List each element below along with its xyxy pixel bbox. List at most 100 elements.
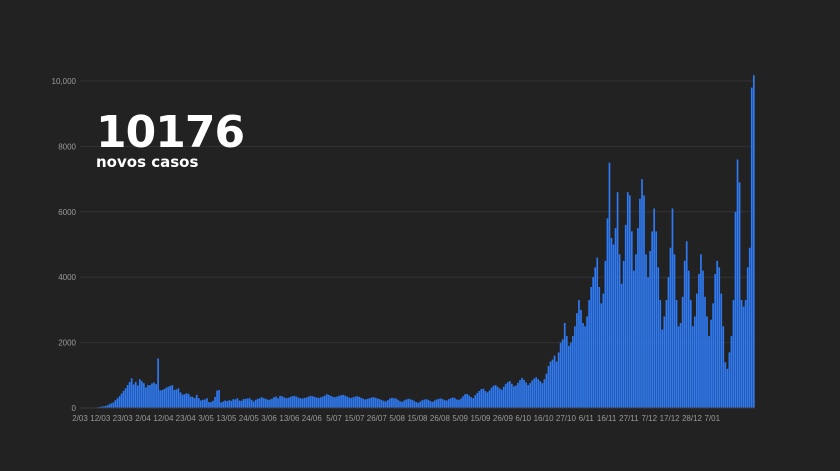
bar xyxy=(490,387,493,408)
bar xyxy=(199,400,202,408)
bar xyxy=(492,385,495,408)
bar xyxy=(417,402,420,408)
bar xyxy=(328,394,330,408)
bar xyxy=(671,208,674,408)
bar xyxy=(181,394,184,408)
bar xyxy=(317,397,320,408)
bar xyxy=(740,300,743,408)
bar xyxy=(326,394,328,408)
bar xyxy=(502,386,505,408)
bar xyxy=(311,396,314,408)
bar xyxy=(338,395,340,408)
bar xyxy=(535,377,538,408)
bar xyxy=(706,316,708,408)
bar xyxy=(529,383,531,408)
bar xyxy=(128,382,131,408)
bar xyxy=(285,398,288,408)
bar xyxy=(403,400,405,408)
bar xyxy=(527,385,529,408)
x-tick-label: 2/04 xyxy=(135,414,151,423)
bar xyxy=(543,379,546,408)
bar xyxy=(651,231,653,408)
bar xyxy=(576,313,578,408)
bar xyxy=(531,380,534,408)
bar xyxy=(445,400,448,408)
bar xyxy=(598,287,601,408)
headline-label: novos casos xyxy=(96,153,199,171)
bar xyxy=(565,336,568,408)
bar xyxy=(533,378,536,408)
bar xyxy=(600,303,603,408)
bar xyxy=(279,395,281,408)
bar xyxy=(561,339,564,408)
bar xyxy=(291,396,294,408)
x-tick-label: 24/06 xyxy=(302,414,323,423)
bar xyxy=(508,381,511,408)
y-tick-label: 2000 xyxy=(58,339,76,348)
bar xyxy=(472,398,475,408)
bar xyxy=(704,296,706,408)
bar xyxy=(746,267,749,408)
bar xyxy=(244,398,247,408)
bar xyxy=(478,391,481,408)
bar xyxy=(748,247,751,408)
bar xyxy=(569,342,572,408)
bar xyxy=(321,396,324,409)
bar xyxy=(330,395,332,408)
bar xyxy=(356,396,359,408)
bar xyxy=(663,316,666,408)
bar xyxy=(138,379,141,408)
bar xyxy=(655,231,658,408)
bar xyxy=(216,390,218,408)
bar xyxy=(730,336,733,408)
bar xyxy=(480,389,483,408)
bar xyxy=(523,379,525,408)
bar xyxy=(350,397,353,408)
x-tick-label: 12/03 xyxy=(90,414,111,423)
bar xyxy=(201,399,204,408)
bar xyxy=(358,396,361,408)
bar xyxy=(124,388,127,408)
bar xyxy=(346,396,349,409)
bar xyxy=(454,398,456,408)
bar xyxy=(240,400,243,408)
bar xyxy=(183,394,186,408)
bar xyxy=(732,300,735,408)
bar xyxy=(494,385,497,408)
bar xyxy=(521,377,523,408)
bar xyxy=(551,359,554,408)
bar xyxy=(112,402,115,408)
x-tick-label: 26/08 xyxy=(430,414,451,423)
bar xyxy=(220,402,222,408)
bar xyxy=(208,402,210,408)
bar xyxy=(366,398,369,408)
bar xyxy=(484,391,487,408)
x-tick-label: 7/12 xyxy=(642,414,658,423)
bar xyxy=(393,398,395,408)
bar xyxy=(506,382,509,408)
bar xyxy=(185,393,188,408)
bar xyxy=(702,270,704,408)
bar xyxy=(301,398,304,408)
bar xyxy=(504,383,507,408)
bar xyxy=(641,179,643,408)
bar xyxy=(572,336,574,408)
bar xyxy=(354,396,357,409)
bar xyxy=(165,387,168,408)
bar xyxy=(626,192,629,408)
x-tick-label: 28/12 xyxy=(682,414,703,423)
bar xyxy=(360,397,363,408)
bar xyxy=(474,395,477,408)
bar xyxy=(468,395,470,408)
x-tick-label: 15/09 xyxy=(470,414,491,423)
x-tick-label: 3/06 xyxy=(261,414,277,423)
bar xyxy=(439,398,442,408)
bar xyxy=(222,401,224,408)
bar xyxy=(519,380,521,408)
bar xyxy=(460,398,462,408)
bar xyxy=(232,399,235,408)
bar xyxy=(458,399,460,408)
bar xyxy=(204,399,206,408)
bar xyxy=(635,254,637,408)
bar xyxy=(734,211,737,408)
